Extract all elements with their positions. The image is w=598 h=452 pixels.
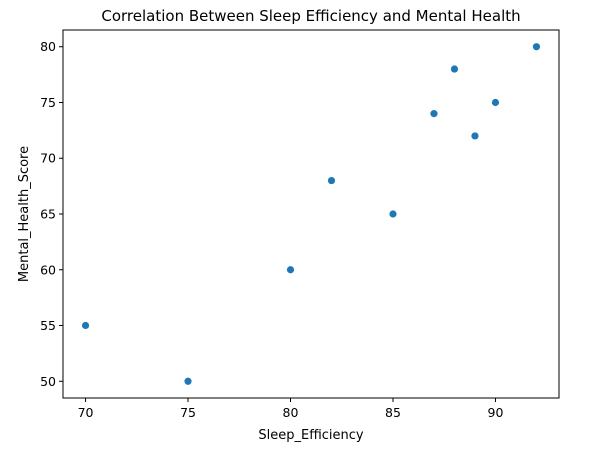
data-points <box>81 43 541 385</box>
x-tick-label: 85 <box>385 405 401 420</box>
data-point <box>81 321 90 330</box>
x-tick-label: 90 <box>488 405 504 420</box>
y-tick-label: 80 <box>40 39 56 54</box>
data-point <box>532 43 541 51</box>
x-axis-label: Sleep_Efficiency <box>258 428 364 443</box>
data-point <box>450 65 459 73</box>
data-point <box>430 110 438 118</box>
data-point <box>184 377 192 385</box>
y-tick-label: 65 <box>40 207 56 222</box>
x-tick-label: 70 <box>78 405 94 420</box>
data-point <box>471 132 479 140</box>
data-point <box>389 210 397 218</box>
data-point <box>286 266 295 274</box>
chart-title: Correlation Between Sleep Efficiency and… <box>101 7 520 25</box>
y-tick-label: 70 <box>40 151 56 166</box>
y-tick-label: 60 <box>40 262 56 277</box>
x-tick-label: 80 <box>283 405 299 420</box>
x-tick-label: 75 <box>180 405 196 420</box>
y-axis-label: Mental_Health_Score <box>17 146 32 282</box>
y-axis: 50 55 60 65 70 75 80 <box>40 39 63 389</box>
y-tick-label: 75 <box>40 95 56 110</box>
y-tick-label: 55 <box>40 318 56 333</box>
x-axis: 70 75 80 85 90 <box>78 398 504 420</box>
data-point <box>491 98 500 107</box>
plot-frame <box>62 29 560 399</box>
y-tick-label: 50 <box>40 374 56 389</box>
data-point <box>327 176 336 185</box>
